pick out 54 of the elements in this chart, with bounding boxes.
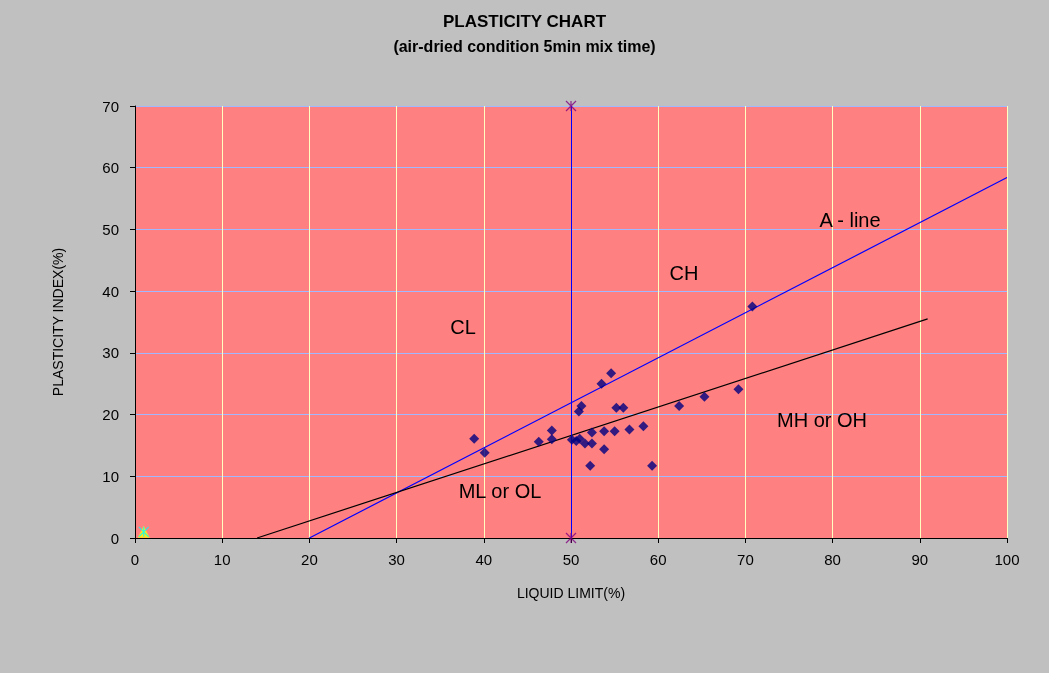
x-tick-label: 0	[130, 551, 140, 568]
x-tick-label: 10	[213, 551, 231, 568]
point	[599, 426, 610, 437]
point	[579, 438, 590, 449]
point	[647, 460, 658, 471]
point	[565, 100, 577, 112]
point	[586, 438, 597, 449]
point	[573, 406, 584, 417]
annotation: ML or OL	[458, 480, 542, 502]
point	[638, 421, 649, 432]
x-tick-label: 90	[911, 551, 929, 568]
x-tick-label: 30	[388, 551, 405, 568]
point	[606, 368, 617, 379]
x-tick-label: 100	[994, 551, 1020, 568]
point	[533, 436, 544, 447]
x-tick-label: 40	[475, 551, 493, 568]
annotation: CH	[669, 262, 699, 284]
x-tick-label: 60	[649, 551, 667, 568]
annotation: MH or OH	[777, 409, 867, 431]
x-tick-label: 20	[301, 551, 318, 568]
y-tick-label: 40	[102, 282, 119, 300]
point	[618, 402, 629, 413]
point	[596, 378, 607, 389]
point	[479, 447, 490, 458]
y-tick-label: 10	[102, 467, 119, 485]
point	[733, 384, 744, 395]
point	[546, 434, 557, 445]
y-tick-label: 60	[102, 159, 119, 177]
x-tick-label: 80	[824, 551, 841, 568]
annotation: CL	[450, 316, 476, 338]
point	[624, 424, 635, 435]
point	[586, 427, 597, 438]
point	[585, 460, 596, 471]
point	[599, 444, 610, 455]
x-axis-title: LIQUID LIMIT(%)	[516, 585, 626, 601]
y-tick-label: 50	[102, 220, 119, 238]
point	[565, 532, 577, 544]
point	[611, 402, 622, 413]
point	[469, 433, 480, 444]
point	[674, 400, 685, 411]
y-tick-label: 0	[110, 529, 119, 547]
y-axis-title: PLASTICITY INDEX(%)	[50, 247, 66, 397]
y-tick-label: 30	[102, 344, 119, 362]
y-tick-label: 20	[102, 406, 119, 424]
point	[609, 426, 620, 437]
point	[546, 425, 557, 436]
point	[747, 301, 758, 312]
x-tick-label: 50	[562, 551, 580, 568]
chart-subtitle: (air-dried condition 5min mix time)	[393, 37, 656, 55]
y-tick-label: 70	[102, 97, 119, 115]
annotation: A - line	[819, 209, 881, 231]
chart-title: PLASTICITY CHART	[442, 12, 607, 31]
point	[699, 391, 710, 402]
x-tick-label: 70	[737, 551, 754, 568]
